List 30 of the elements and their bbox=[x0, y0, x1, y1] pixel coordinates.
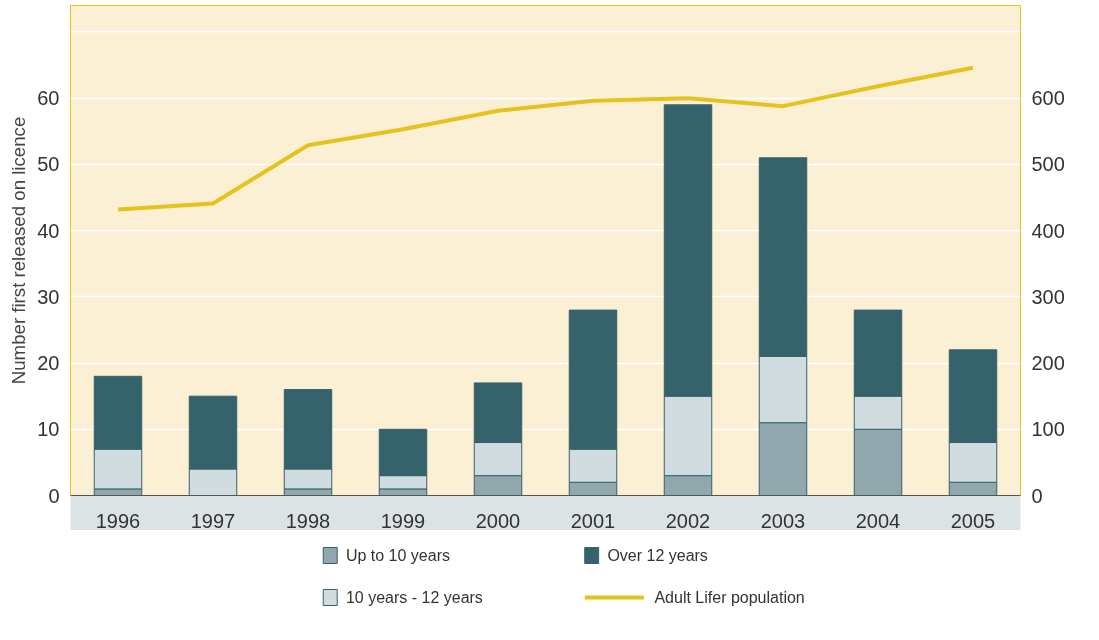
x-tick-label: 2005 bbox=[950, 509, 996, 532]
x-tick-label: 1998 bbox=[285, 509, 331, 532]
y-tick-label: 60 bbox=[37, 87, 60, 110]
y2-tick-label: 100 bbox=[1031, 418, 1065, 441]
y-tick-label: 30 bbox=[37, 285, 60, 308]
line-series bbox=[116, 65, 975, 212]
y-tick-label: 40 bbox=[37, 219, 60, 242]
x-tick-label: 2003 bbox=[760, 509, 806, 532]
y2-tick-label: 500 bbox=[1031, 153, 1065, 176]
y2-tick-label: 400 bbox=[1031, 219, 1065, 242]
y-tick-label: 10 bbox=[37, 418, 60, 441]
y-tick-label: 50 bbox=[37, 153, 60, 176]
x-tick-label: 2002 bbox=[665, 509, 711, 532]
x-tick-label: 2001 bbox=[570, 509, 616, 532]
y-tick-label: 0 bbox=[48, 484, 60, 507]
x-tick-label: 1999 bbox=[380, 509, 426, 532]
y2-tick-label: 200 bbox=[1031, 352, 1065, 375]
legend-label: 10 years - 12 years bbox=[345, 589, 483, 606]
legend-label: Up to 10 years bbox=[345, 547, 450, 564]
x-tick-label: 1997 bbox=[190, 509, 236, 532]
legend-label: Adult Lifer population bbox=[654, 589, 805, 606]
y-axis-title: Number first released on licence bbox=[8, 116, 30, 385]
x-tick-label: 2004 bbox=[855, 509, 901, 532]
legend-label: Over 12 years bbox=[607, 547, 708, 564]
y2-tick-label: 0 bbox=[1031, 484, 1043, 507]
y2-tick-label: 300 bbox=[1031, 285, 1065, 308]
y-tick-label: 20 bbox=[37, 352, 60, 375]
x-tick-label: 1996 bbox=[95, 509, 141, 532]
y2-tick-label: 600 bbox=[1031, 87, 1065, 110]
x-tick-label: 2000 bbox=[475, 509, 521, 532]
